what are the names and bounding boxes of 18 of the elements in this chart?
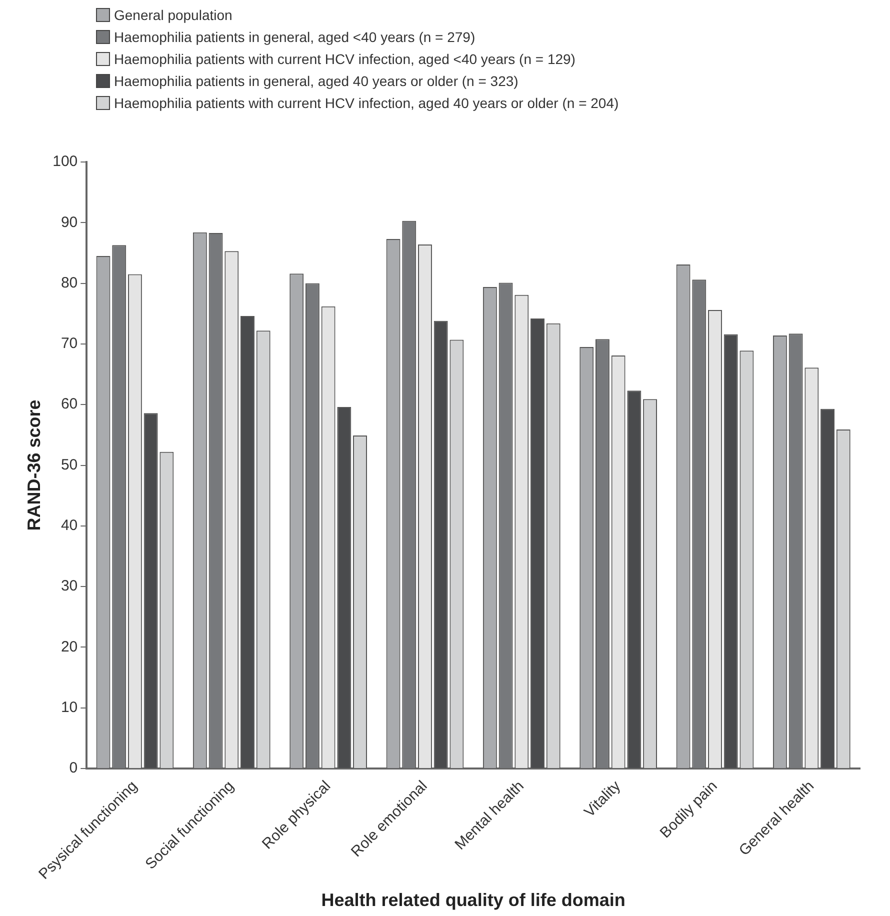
y-tick-label: 90	[60, 214, 78, 231]
y-tick-label: 80	[60, 274, 78, 292]
legend-label: Haemophilia patients in general, aged 40 years or older (n = 323)	[114, 72, 518, 91]
y-tick-label: 30	[60, 578, 78, 595]
legend-label: General population	[114, 6, 232, 25]
y-tick-label: 100	[52, 153, 78, 170]
y-tick-label: 60	[60, 396, 78, 413]
y-tick-label: 0	[69, 760, 78, 777]
legend-label: Haemophilia patients with current HCV infection, aged 40 years or older (n = 204)	[114, 94, 619, 113]
y-tick-label: 50	[60, 456, 78, 474]
y-tick-label: 20	[60, 638, 78, 656]
y-tick-label: 40	[60, 517, 78, 534]
y-tick-label: 10	[60, 699, 78, 716]
legend-label: Haemophilia patients with current HCV infection, aged <40 years (n = 129)	[114, 50, 576, 69]
legend-label: Haemophilia patients in general, aged <40 years (n = 279)	[114, 28, 476, 47]
y-axis-title: RAND-36 score	[24, 400, 44, 531]
x-axis-title: Health related quality of life domain	[321, 890, 626, 910]
y-tick-label: 70	[60, 335, 78, 352]
